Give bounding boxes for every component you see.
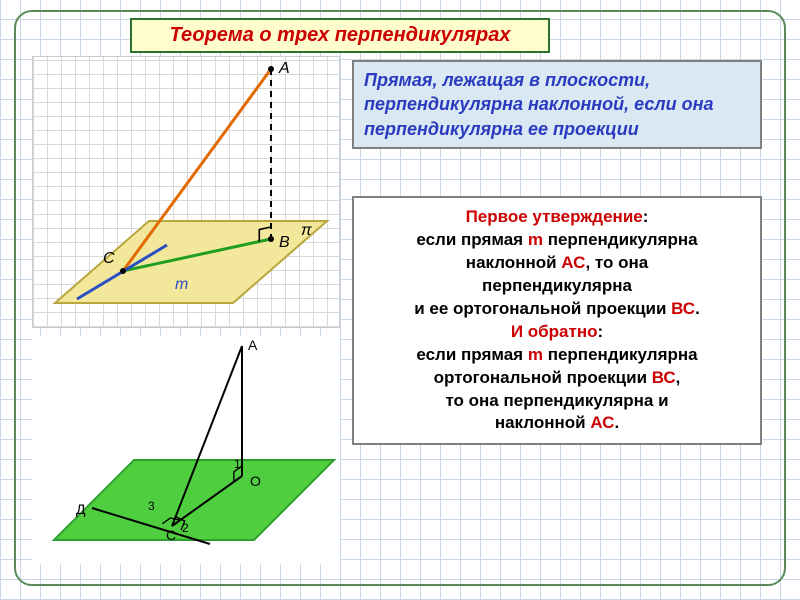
diagram-1: A B Cm π [32,56,340,328]
svg-text:O: O [250,473,261,489]
statement-head2: И обратно: [364,321,750,344]
theorem-box: Прямая, лежащая в плоскости, перпендикул… [352,60,762,149]
statement-line3: перпендикулярна [364,275,750,298]
statement-line2: наклонной АС, то она [364,252,750,275]
title-box: Теорема о трех перпендикулярах [130,18,550,53]
svg-text:A: A [278,60,290,77]
svg-text:C: C [103,250,115,267]
svg-text:3: 3 [148,499,155,513]
svg-text:A: A [248,337,258,353]
theorem-text: Прямая, лежащая в плоскости, перпендикул… [364,70,714,139]
statement-line4: и ее ортогональной проекции ВС. [364,298,750,321]
svg-text:π: π [301,222,312,239]
diagram-1-svg: A B Cm π [33,57,341,329]
statement-line7: то она перпендикулярна и [364,390,750,413]
svg-text:B: B [279,234,290,251]
svg-text:C: C [166,527,176,543]
diagram-2-svg: 1 2 3 A O C Д [32,336,340,564]
statement-line6: ортогональной проекции ВС, [364,367,750,390]
svg-text:2: 2 [182,521,189,535]
statement-line1: если прямая m перпендикулярна [364,229,750,252]
svg-text:Д: Д [76,501,86,517]
statement-line8: наклонной АС. [364,412,750,435]
title-text: Теорема о трех перпендикулярах [170,24,511,46]
statement-box: Первое утверждение: если прямая m перпен… [352,196,762,445]
svg-text:m: m [175,276,188,293]
svg-text:1: 1 [234,457,241,471]
diagram-2: 1 2 3 A O C Д [32,336,340,564]
statement-head1: Первое утверждение: [364,206,750,229]
statement-line5: если прямая m перпендикулярна [364,344,750,367]
